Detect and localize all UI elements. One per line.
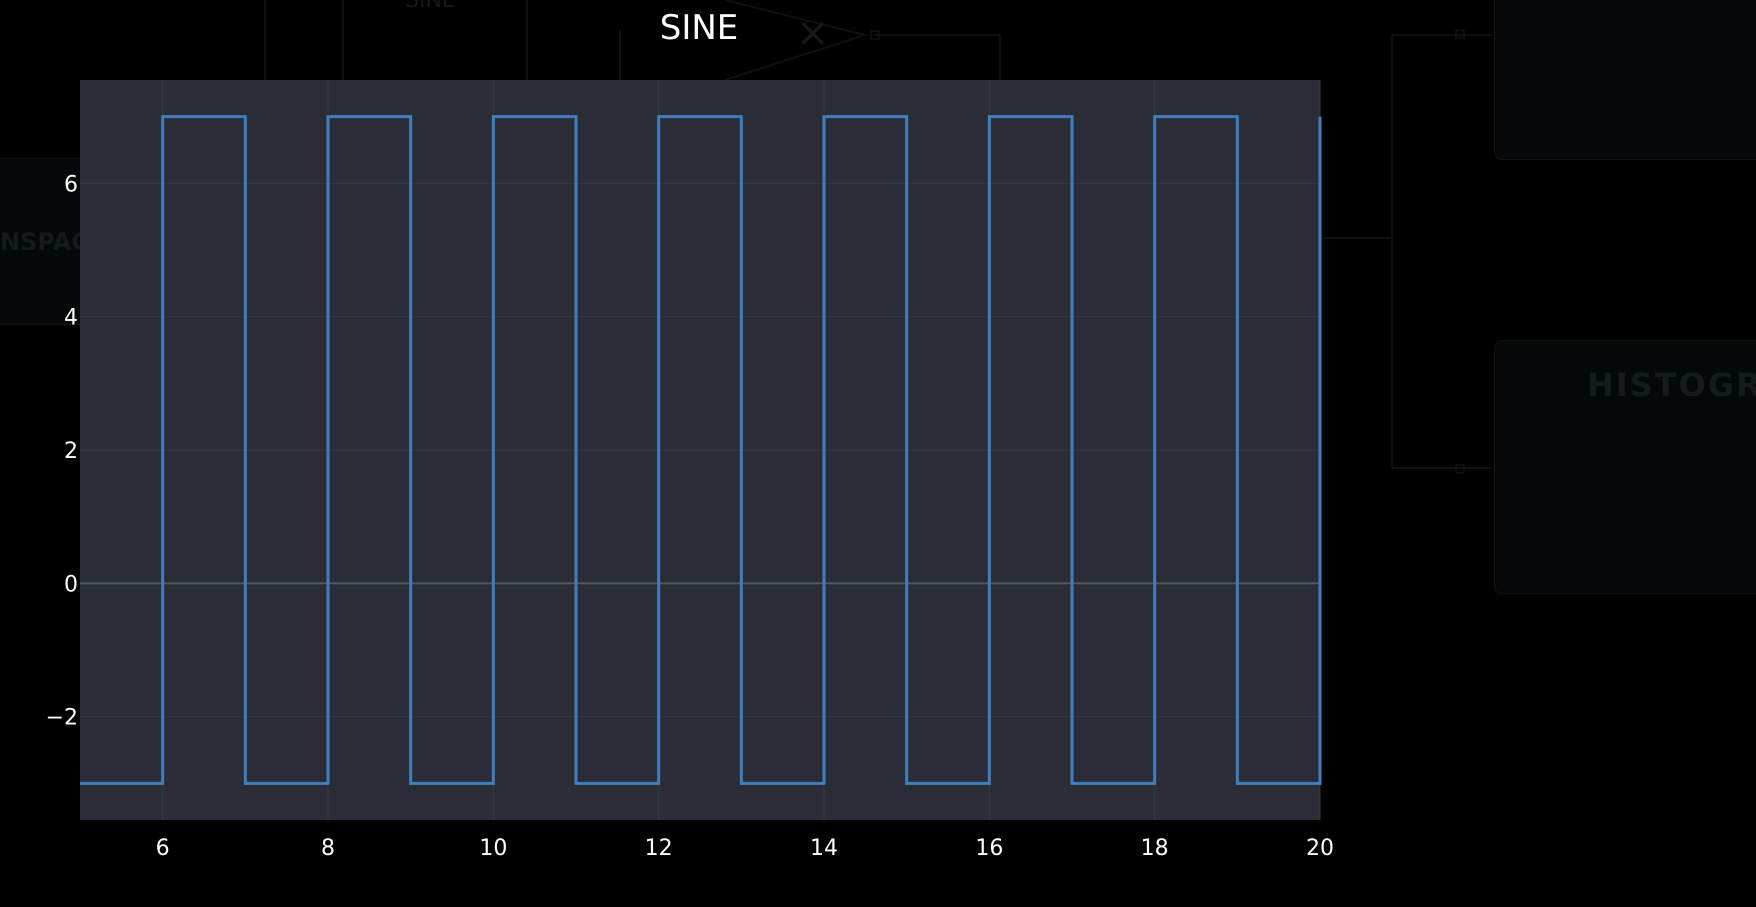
x-tick-label: 20 [1306, 836, 1334, 861]
x-tick-label: 8 [321, 836, 335, 861]
background-histogram-node [1494, 340, 1756, 594]
series-layer [80, 115, 1322, 785]
y-tick-label: −2 [46, 706, 78, 731]
x-tick-label: 12 [645, 836, 673, 861]
background-scatter-node [1494, 0, 1756, 160]
y-tick-label: 2 [64, 439, 78, 464]
y-axis: −2 0 2 4 6 [46, 172, 78, 730]
x-tick-label: 16 [975, 836, 1003, 861]
x-tick-label: 14 [810, 836, 838, 861]
x-tick-label: 10 [479, 836, 507, 861]
x-tick-label: 18 [1141, 836, 1169, 861]
chart-title: SINE [660, 8, 739, 48]
y-tick-label: 4 [64, 306, 78, 331]
series-line [80, 115, 1322, 785]
x-axis: 6 8 10 12 14 16 18 20 [156, 836, 1334, 861]
background-multiply-symbol: × [796, 10, 830, 56]
x-tick-label: 6 [156, 836, 170, 861]
y-tick-label: 6 [64, 172, 78, 197]
y-tick-label: 0 [64, 572, 78, 597]
